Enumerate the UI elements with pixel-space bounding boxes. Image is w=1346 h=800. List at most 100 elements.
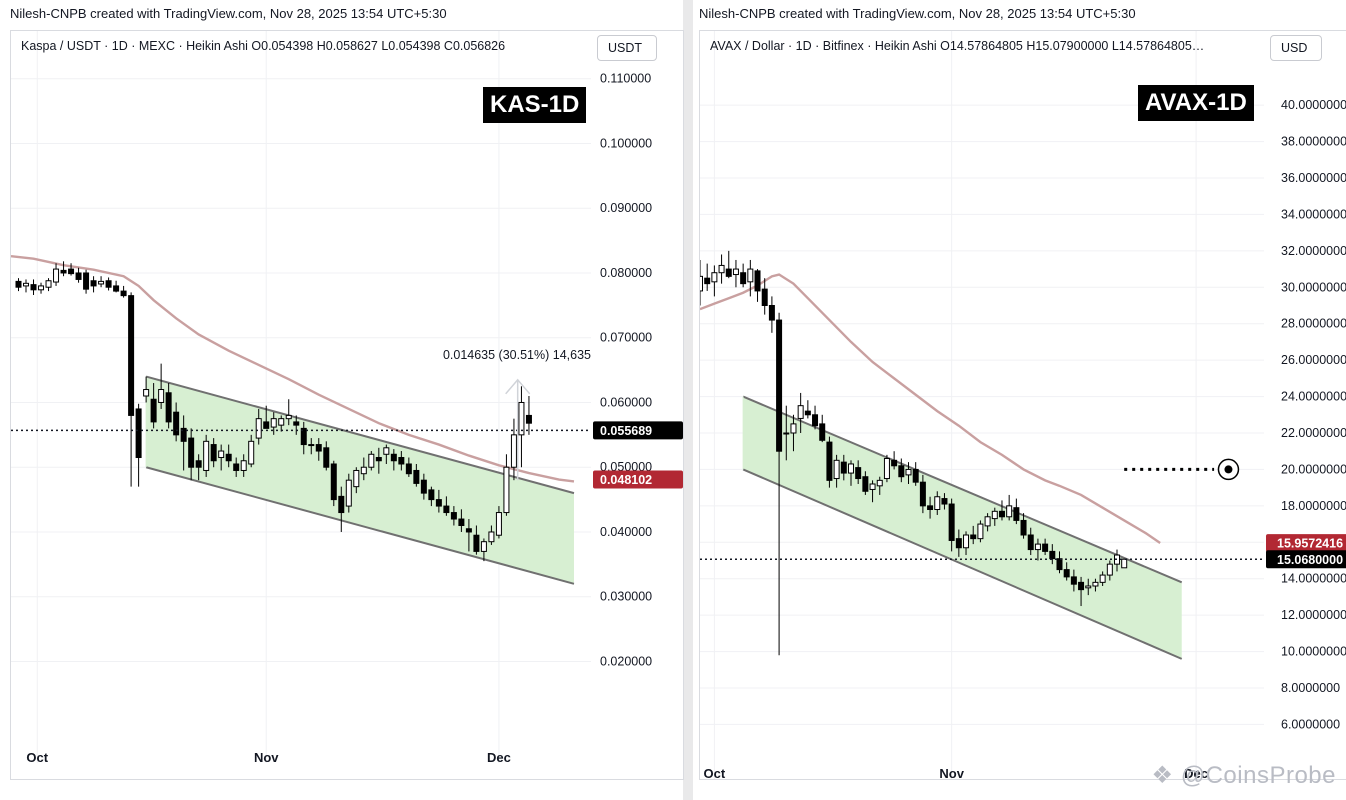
- y-tick-label: 0.080000: [600, 266, 652, 280]
- y-tick-label: 0.100000: [600, 136, 652, 150]
- candle-body: [1013, 507, 1020, 521]
- avax-candlestick-chart[interactable]: 40.0000000 38.0000000 36.0000000 34.0000000…: [700, 31, 1346, 779]
- timeframe-badge: AVAX-1D: [1138, 85, 1254, 121]
- target-circle-icon: [1217, 458, 1240, 481]
- y-tick-label: 36.0000000: [1281, 171, 1346, 185]
- candle-body: [113, 285, 120, 292]
- avax-chart-area[interactable]: 40.0000000 38.0000000 36.0000000 34.0000000…: [699, 30, 1346, 780]
- y-tick-label: 14.0000000: [1281, 572, 1346, 586]
- candle-body: [300, 427, 307, 446]
- candle-body: [927, 505, 934, 511]
- candle-body: [797, 405, 804, 419]
- kas-chart-area[interactable]: 0.110000 0.100000 0.090000 0.080000 0.070000…: [10, 30, 684, 780]
- channel-upper-line: [145, 375, 575, 495]
- candle-body: [90, 280, 97, 287]
- candle-body: [1106, 563, 1113, 576]
- candle-body: [30, 284, 37, 291]
- candle-body: [1020, 519, 1027, 536]
- kas-chart-panel: Nilesh-CNPB created with TradingView.com…: [10, 6, 684, 780]
- y-tick-label: 8.0000000: [1281, 681, 1340, 695]
- candle-body: [398, 457, 405, 465]
- candle-body: [704, 277, 711, 285]
- candle-body: [150, 398, 157, 423]
- candle-body: [826, 441, 833, 481]
- candle-body: [203, 440, 210, 471]
- candle-body: [128, 295, 135, 416]
- candle-body: [869, 483, 876, 490]
- candle-body: [143, 389, 150, 397]
- candle-body: [68, 268, 75, 275]
- y-tick-label: 0.070000: [600, 331, 652, 345]
- x-tick-label: Nov: [254, 750, 279, 765]
- candle-body: [1049, 550, 1056, 560]
- ma-price-tag: [1266, 534, 1346, 553]
- measure-arrow-head: [505, 378, 531, 395]
- candle-body: [495, 512, 502, 536]
- x-axis: Oct Nov Dec: [704, 766, 1208, 779]
- y-tick-label: 0.090000: [600, 201, 652, 215]
- candle-body: [862, 476, 869, 492]
- candle-body: [383, 447, 390, 455]
- candle-body: [270, 418, 277, 428]
- y-tick-label: 40.0000000: [1281, 98, 1346, 112]
- currency-selector[interactable]: USDT: [597, 35, 658, 61]
- y-tick-label: 0.040000: [600, 525, 652, 539]
- ma-price-label: 15.9572416: [1277, 537, 1343, 551]
- candle-body: [120, 290, 127, 297]
- candle-body: [1056, 558, 1063, 571]
- candle-body: [465, 528, 472, 533]
- current-price-tag: [593, 421, 683, 440]
- y-tick-label: 38.0000000: [1281, 135, 1346, 149]
- candle-body: [955, 538, 962, 549]
- candle-body: [308, 444, 315, 447]
- y-tick-label: 20.0000000: [1281, 462, 1346, 476]
- channel-lower-line: [742, 468, 1183, 660]
- candle-body: [338, 495, 345, 514]
- candle-body: [761, 288, 768, 307]
- kas-candlestick-chart[interactable]: 0.110000 0.100000 0.090000 0.080000 0.070000…: [11, 31, 683, 779]
- candle-body: [360, 466, 367, 475]
- candle-body: [158, 389, 165, 403]
- chart-credit: Nilesh-CNPB created with TradingView.com…: [699, 6, 1136, 21]
- candle-body: [210, 444, 217, 462]
- candle-body: [1006, 505, 1013, 518]
- currency-selector[interactable]: USD: [1270, 35, 1323, 61]
- candle-body: [1099, 574, 1106, 583]
- candle-body: [804, 410, 811, 416]
- candle-body: [353, 469, 360, 488]
- candle-body: [984, 516, 991, 527]
- candle-body: [840, 461, 847, 474]
- moving-average-line: [11, 254, 575, 483]
- candle-body: [420, 479, 427, 494]
- candle-body: [919, 481, 926, 507]
- x-tick-label: Dec: [1184, 766, 1208, 779]
- candle-body: [225, 453, 232, 462]
- candle-body: [855, 467, 862, 480]
- candle-body: [173, 411, 180, 436]
- candle-body: [525, 414, 532, 424]
- timeframe-badge: KAS-1D: [483, 87, 587, 123]
- y-tick-label: 10.0000000: [1281, 645, 1346, 659]
- y-tick-label: 24.0000000: [1281, 390, 1346, 404]
- candle-body: [83, 272, 90, 290]
- candle-body: [991, 510, 998, 520]
- candle-body: [941, 498, 948, 505]
- coinsprobe-logo-icon: ❖: [1151, 762, 1174, 789]
- ma-price-label: 0.048102: [600, 473, 652, 487]
- ma-price-tag: [593, 470, 683, 489]
- candle-body: [740, 272, 747, 285]
- candle-body: [458, 518, 465, 527]
- coinsprobe-watermark: ❖ @CoinsProbe: [1152, 761, 1336, 790]
- candle-body: [315, 444, 322, 452]
- candle-body: [812, 414, 819, 427]
- y-tick-label: 34.0000000: [1281, 207, 1346, 221]
- candle-body: [435, 499, 442, 507]
- grid: [700, 31, 1264, 779]
- y-tick-label: 18.0000000: [1281, 499, 1346, 513]
- y-tick-label: 6.0000000: [1281, 717, 1340, 731]
- y-tick-label: 22.0000000: [1281, 426, 1346, 440]
- candle-body: [1070, 576, 1077, 585]
- y-tick-label: 26.0000000: [1281, 353, 1346, 367]
- candle-body: [218, 450, 225, 459]
- channel-upper-line: [742, 395, 1183, 584]
